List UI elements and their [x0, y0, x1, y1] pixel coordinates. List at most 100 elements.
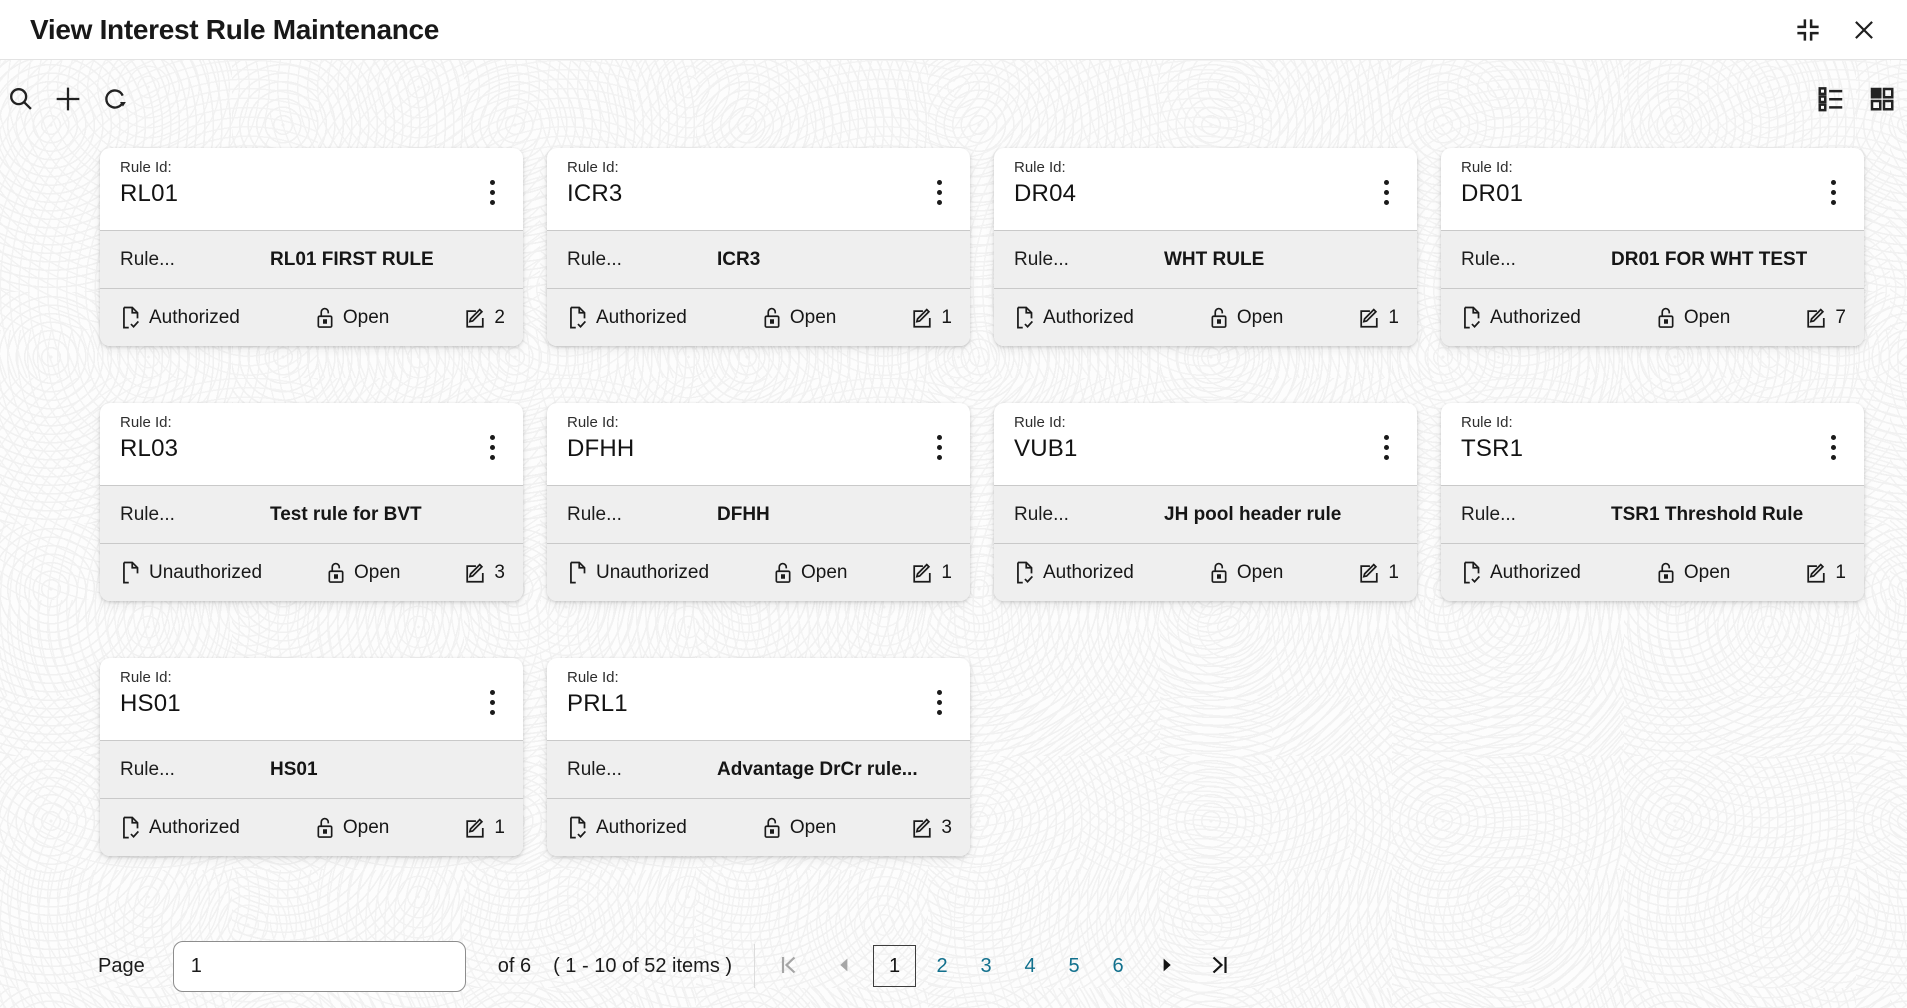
- rule-id-value: TSR1: [1461, 435, 1524, 462]
- kebab-icon: [489, 434, 495, 440]
- record-status-label: Open: [800, 561, 848, 583]
- modification-count: 3: [464, 562, 505, 584]
- card-actions-menu-button[interactable]: [1816, 425, 1850, 469]
- modification-count: 1: [911, 562, 952, 584]
- card-actions-menu-button[interactable]: [475, 425, 509, 469]
- authorization-status: Authorized: [1461, 306, 1581, 329]
- record-status-label: Open: [789, 306, 837, 328]
- authorization-status-label: Authorized: [596, 816, 687, 838]
- record-status-label: Open: [342, 306, 390, 328]
- add-button[interactable]: [51, 82, 85, 116]
- modification-count-value: 3: [941, 816, 952, 838]
- modification-count-value: 3: [494, 561, 505, 583]
- modification-count: 1: [1358, 307, 1399, 329]
- rule-description-value: TSR1 Threshold Rule: [1611, 503, 1804, 525]
- collapse-window-button[interactable]: [1793, 15, 1823, 45]
- rule-card: Rule Id: TSR1 Rule... TSR1 Threshold Rul…: [1441, 403, 1864, 601]
- rule-id-label: Rule Id:: [1014, 414, 1066, 431]
- page-number[interactable]: 5: [1056, 945, 1092, 987]
- kebab-icon: [489, 689, 495, 695]
- plus-icon: [52, 83, 84, 115]
- record-status-label: Open: [789, 816, 837, 838]
- kebab-icon: [936, 434, 942, 440]
- card-actions-menu-button[interactable]: [1369, 425, 1403, 469]
- list-view-button[interactable]: [1814, 82, 1848, 116]
- rule-card-header: Rule Id: TSR1: [1441, 403, 1864, 485]
- modification-count: 2: [464, 307, 505, 329]
- card-actions-menu-button[interactable]: [922, 170, 956, 214]
- card-actions-menu-button[interactable]: [475, 170, 509, 214]
- kebab-icon: [936, 179, 942, 185]
- first-page-button[interactable]: [777, 953, 801, 980]
- search-button[interactable]: [4, 82, 38, 116]
- edit-icon: [911, 817, 933, 839]
- rule-description-value: JH pool header rule: [1164, 503, 1342, 525]
- rule-description-label: Rule...: [1461, 248, 1516, 270]
- edit-icon: [1805, 307, 1827, 329]
- rule-id-value: ICR3: [567, 180, 623, 207]
- modification-count-value: 1: [1835, 561, 1846, 583]
- edit-icon: [1358, 562, 1380, 584]
- rule-id-label: Rule Id:: [1014, 159, 1066, 176]
- record-status-label: Open: [1236, 306, 1284, 328]
- rule-id-label: Rule Id:: [120, 414, 172, 431]
- refresh-button[interactable]: [98, 82, 132, 116]
- page-number-current[interactable]: 1: [873, 945, 917, 987]
- authorization-status-label: Authorized: [1043, 561, 1134, 583]
- close-button[interactable]: [1851, 17, 1877, 43]
- rule-description-value: RL01 FIRST RULE: [270, 248, 434, 270]
- modification-count-value: 2: [494, 306, 505, 328]
- rule-description-label: Rule...: [1461, 503, 1516, 525]
- authorized-icon: [567, 816, 588, 839]
- rule-description-row: Rule... Test rule for BVT: [100, 485, 523, 543]
- page-number[interactable]: 3: [968, 945, 1004, 987]
- record-status: Open: [762, 306, 836, 329]
- edit-icon: [911, 562, 933, 584]
- rule-description-label: Rule...: [1014, 248, 1069, 270]
- authorized-icon: [1014, 561, 1035, 584]
- record-status-label: Open: [1683, 561, 1731, 583]
- modification-count-value: 1: [1388, 561, 1399, 583]
- rule-status-row: Authorized Open: [547, 288, 970, 346]
- rule-id-value: VUB1: [1014, 435, 1078, 462]
- authorization-status: Authorized: [1014, 306, 1134, 329]
- toolbar-left: [4, 82, 132, 116]
- edit-icon: [1358, 307, 1380, 329]
- rule-description-row: Rule... DFHH: [547, 485, 970, 543]
- previous-page-button[interactable]: [835, 956, 853, 977]
- card-actions-menu-button[interactable]: [922, 425, 956, 469]
- rule-status-row: Authorized Open: [100, 288, 523, 346]
- rule-card: Rule Id: HS01 Rule... HS01 Authorized: [100, 658, 523, 856]
- rule-id-label: Rule Id:: [1461, 414, 1513, 431]
- rule-status-row: Authorized Open: [547, 798, 970, 856]
- open-lock-icon: [773, 561, 793, 584]
- rule-status-row: Authorized Open: [100, 798, 523, 856]
- authorized-icon: [1461, 561, 1482, 584]
- open-lock-icon: [315, 306, 335, 329]
- page-number[interactable]: 6: [1100, 945, 1136, 987]
- card-actions-menu-button[interactable]: [1816, 170, 1850, 214]
- rule-description-label: Rule...: [567, 758, 622, 780]
- card-actions-menu-button[interactable]: [922, 680, 956, 724]
- page-number-input[interactable]: [172, 940, 466, 992]
- record-status: Open: [1656, 306, 1730, 329]
- grid-view-button[interactable]: [1865, 82, 1899, 116]
- last-page-button[interactable]: [1208, 953, 1232, 980]
- next-page-button[interactable]: [1158, 956, 1176, 977]
- page-number[interactable]: 2: [924, 945, 960, 987]
- page-number[interactable]: 4: [1012, 945, 1048, 987]
- authorization-status-label: Unauthorized: [149, 561, 263, 583]
- card-actions-menu-button[interactable]: [1369, 170, 1403, 214]
- rule-card-header: Rule Id: DR04: [994, 148, 1417, 230]
- rule-status-row: Authorized Open: [994, 288, 1417, 346]
- rule-status-row: Authorized Open: [1441, 288, 1864, 346]
- search-icon: [7, 85, 35, 113]
- rule-id-value: PRL1: [567, 690, 628, 717]
- page-label: Page: [98, 954, 145, 977]
- rule-description-row: Rule... TSR1 Threshold Rule: [1441, 485, 1864, 543]
- card-actions-menu-button[interactable]: [475, 680, 509, 724]
- first-page-icon: [777, 953, 801, 980]
- modification-count-value: 7: [1835, 306, 1846, 328]
- pagination-divider: [754, 944, 756, 988]
